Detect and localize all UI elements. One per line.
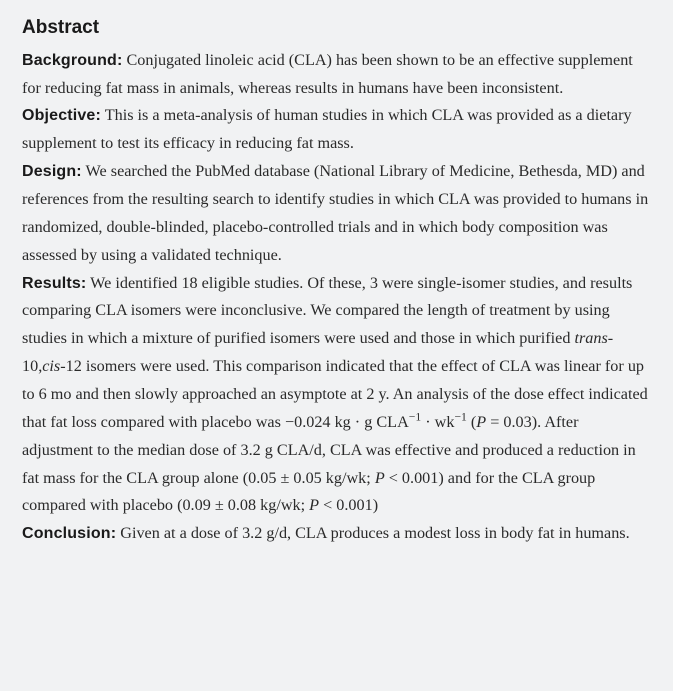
- objective-text: This is a meta-analysis of human studies…: [22, 106, 632, 152]
- conclusion-text: Given at a dose of 3.2 g/d, CLA produces…: [116, 524, 629, 542]
- superscript-neg1-b: −1: [454, 410, 466, 423]
- results-pre: We identified 18 eligible studies. Of th…: [22, 274, 632, 348]
- p-var-2: P: [375, 469, 385, 487]
- isomer-trans: trans: [575, 329, 608, 347]
- results-text: We identified 18 eligible studies. Of th…: [22, 274, 648, 515]
- p-val-3: < 0.001): [319, 496, 378, 514]
- objective-label: Objective:: [22, 107, 101, 124]
- design-label: Design:: [22, 163, 82, 180]
- results-after-sup: (: [467, 413, 476, 431]
- section-conclusion: Conclusion: Given at a dose of 3.2 g/d, …: [22, 520, 651, 548]
- p-var-3: P: [309, 496, 319, 514]
- section-results: Results: We identified 18 eligible studi…: [22, 270, 651, 521]
- p-var-1: P: [476, 413, 486, 431]
- section-background: Background: Conjugated linoleic acid (CL…: [22, 47, 651, 103]
- section-design: Design: We searched the PubMed database …: [22, 158, 651, 269]
- superscript-neg1-a: −1: [409, 410, 421, 423]
- results-label: Results:: [22, 275, 86, 292]
- isomer-cis: cis: [42, 357, 60, 375]
- background-label: Background:: [22, 52, 122, 69]
- section-objective: Objective: This is a meta-analysis of hu…: [22, 102, 651, 158]
- design-text: We searched the PubMed database (Nationa…: [22, 162, 648, 264]
- abstract-heading: Abstract: [22, 16, 651, 41]
- conclusion-label: Conclusion:: [22, 525, 116, 542]
- results-dot: · wk: [421, 413, 454, 431]
